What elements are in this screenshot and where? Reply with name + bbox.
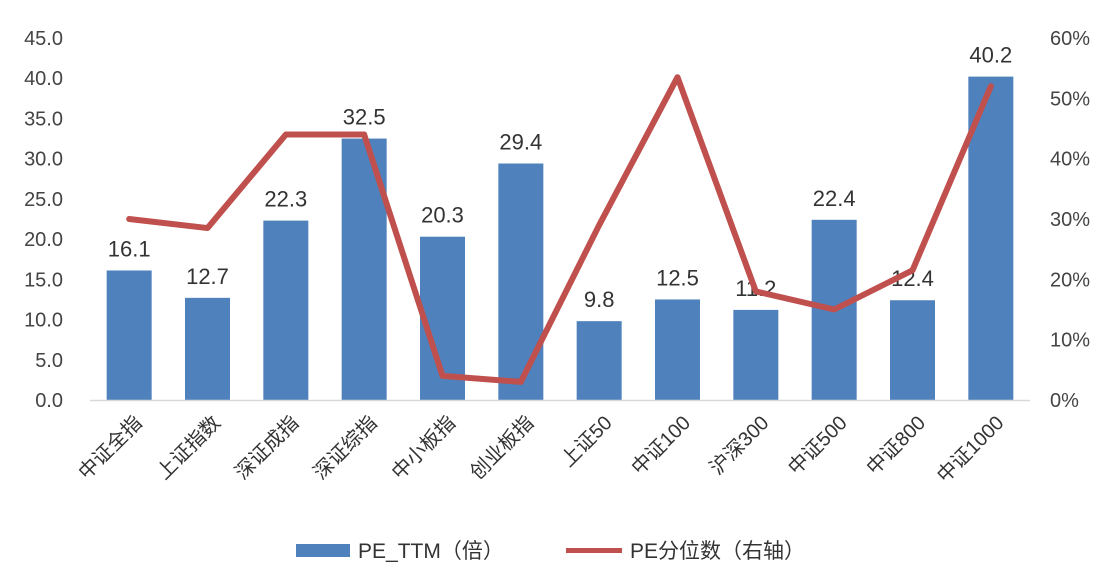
category-label-2: 深证成指 [231, 411, 304, 484]
bar-2 [263, 220, 309, 400]
legend-line-label: PE分位数（右轴） [630, 540, 805, 563]
left-tick-label-7: 35.0 [24, 108, 63, 130]
category-label-7: 中证100 [627, 411, 695, 479]
right-tick-label-0: 0% [1050, 390, 1079, 412]
bar-8 [733, 309, 779, 400]
bar-10 [890, 300, 935, 400]
category-label-11: 中证1000 [932, 411, 1008, 487]
bar-data-labels: 16.112.722.332.520.329.49.812.5 11.222.41… [108, 43, 1012, 313]
category-label-10: 中证800 [862, 411, 930, 479]
left-tick-label-2: 10.0 [24, 310, 63, 332]
category-label-9: 中证500 [784, 411, 852, 479]
category-label-3: 深证综指 [309, 411, 382, 484]
category-label-6: 上证50 [556, 411, 616, 471]
left-tick-label-3: 15.0 [24, 269, 63, 291]
left-tick-label-4: 20.0 [24, 229, 63, 251]
left-tick-label-0: 0.0 [35, 390, 63, 412]
category-label-1: 上证指数 [152, 411, 225, 484]
bar-data-label-11: 40.2 [969, 43, 1012, 68]
left-axis-ticks: 0.0 5.0 10.0 15.0 20.0 25.0 30.0 35.0 40.0 45.0 [24, 28, 63, 412]
bar-data-label-1: 12.7 [186, 264, 229, 289]
category-label-8: 沪深300 [705, 411, 773, 479]
bar-series [106, 76, 1014, 401]
right-tick-label-5: 50% [1050, 88, 1090, 110]
left-tick-label-1: 5.0 [35, 350, 63, 372]
bar-5 [498, 163, 544, 400]
legend-bar-swatch [296, 544, 350, 557]
legend: PE_TTM（倍） PE分位数（右轴） [296, 540, 805, 563]
bar-6 [576, 321, 622, 400]
category-label-5: 创业板指 [466, 411, 539, 484]
bar-data-label-3: 32.5 [343, 105, 386, 130]
right-tick-label-1: 10% [1050, 330, 1090, 352]
line-series [126, 74, 994, 385]
right-tick-label-6: 60% [1050, 28, 1090, 50]
bar-1 [185, 297, 230, 400]
left-tick-label-8: 40.0 [24, 68, 63, 90]
right-axis-ticks: 0% 10% 20% 30% 40% 50% 60% [1050, 28, 1090, 412]
bar-data-label-6: 9.8 [584, 287, 615, 312]
bar-data-label-7: 12.5 [656, 265, 699, 290]
bar-7 [655, 299, 700, 400]
bar-0 [106, 270, 152, 400]
percentile-line [126, 74, 994, 385]
bar-data-label-9: 22.4 [813, 186, 856, 211]
right-tick-label-2: 20% [1050, 269, 1090, 291]
bar-data-label-4: 20.3 [421, 203, 464, 228]
left-tick-label-9: 45.0 [24, 28, 63, 50]
bar-data-label-5: 29.4 [499, 129, 542, 154]
category-label-4: 中小板指 [387, 411, 460, 484]
right-tick-label-4: 40% [1050, 149, 1090, 171]
left-tick-label-5: 25.0 [24, 189, 63, 211]
right-tick-label-3: 30% [1050, 209, 1090, 231]
category-label-0: 中证全指 [74, 411, 147, 484]
legend-bar-label: PE_TTM（倍） [358, 540, 504, 563]
bar-data-label-0: 16.1 [108, 236, 151, 261]
bar-data-label-2: 22.3 [264, 187, 307, 212]
category-labels: 中证全指 上证指数 深证成指 深证综指 中小板指 创业板指 上证50 中证100 沪深300 中证… [74, 411, 1008, 487]
bar-11 [968, 76, 1014, 400]
left-tick-label-6: 30.0 [24, 149, 63, 171]
